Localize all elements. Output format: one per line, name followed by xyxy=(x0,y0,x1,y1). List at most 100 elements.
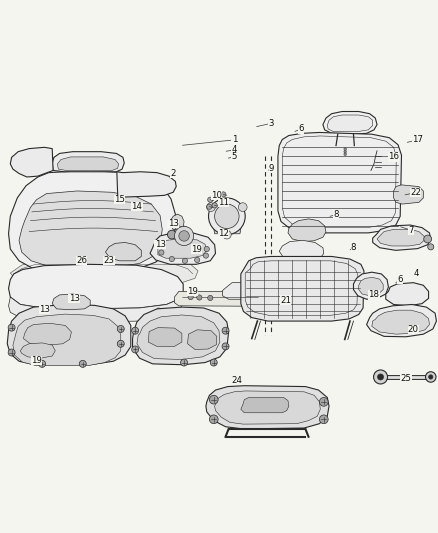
Circle shape xyxy=(214,193,219,198)
Text: 13: 13 xyxy=(155,240,166,249)
Polygon shape xyxy=(353,272,389,299)
Polygon shape xyxy=(215,391,320,424)
Polygon shape xyxy=(241,256,364,321)
Circle shape xyxy=(221,192,226,197)
Text: 23: 23 xyxy=(103,256,114,265)
Polygon shape xyxy=(206,386,329,429)
Circle shape xyxy=(223,230,231,239)
Text: 25: 25 xyxy=(400,374,411,383)
Polygon shape xyxy=(11,147,53,177)
Circle shape xyxy=(132,346,139,353)
Text: 14: 14 xyxy=(131,202,142,211)
Circle shape xyxy=(378,374,384,380)
Text: 8: 8 xyxy=(333,210,339,219)
Polygon shape xyxy=(241,398,289,413)
Polygon shape xyxy=(9,264,183,309)
Circle shape xyxy=(180,359,187,366)
Polygon shape xyxy=(13,314,121,366)
Polygon shape xyxy=(367,304,436,337)
Text: 6: 6 xyxy=(298,125,304,133)
Circle shape xyxy=(212,203,217,208)
Circle shape xyxy=(167,230,176,239)
Text: 19: 19 xyxy=(187,287,198,296)
Circle shape xyxy=(79,360,86,367)
Polygon shape xyxy=(19,191,162,267)
Text: 5: 5 xyxy=(232,152,237,161)
Circle shape xyxy=(209,395,218,404)
Text: 13: 13 xyxy=(168,219,179,228)
Polygon shape xyxy=(373,225,431,251)
Polygon shape xyxy=(279,240,324,262)
Polygon shape xyxy=(151,308,187,332)
Circle shape xyxy=(426,372,436,382)
Circle shape xyxy=(197,295,202,300)
Polygon shape xyxy=(214,225,241,234)
Text: 20: 20 xyxy=(408,325,419,334)
Text: 7: 7 xyxy=(408,226,414,235)
Text: 6: 6 xyxy=(397,275,403,284)
Polygon shape xyxy=(9,171,175,273)
Text: 13: 13 xyxy=(39,305,50,314)
Text: 4: 4 xyxy=(232,146,237,155)
Polygon shape xyxy=(9,293,183,322)
Text: 21: 21 xyxy=(280,296,291,305)
Text: 24: 24 xyxy=(232,376,243,384)
Polygon shape xyxy=(158,239,207,258)
Text: 10: 10 xyxy=(211,191,223,200)
Polygon shape xyxy=(278,133,402,233)
Polygon shape xyxy=(174,292,265,306)
Circle shape xyxy=(117,340,124,348)
Circle shape xyxy=(374,370,388,384)
Circle shape xyxy=(208,295,213,301)
Polygon shape xyxy=(150,233,215,264)
Polygon shape xyxy=(377,229,424,246)
Polygon shape xyxy=(323,111,377,134)
Polygon shape xyxy=(57,157,119,171)
Polygon shape xyxy=(106,243,141,261)
Text: 3: 3 xyxy=(268,119,274,128)
Polygon shape xyxy=(23,323,71,345)
Polygon shape xyxy=(288,219,326,241)
Polygon shape xyxy=(137,315,220,359)
Circle shape xyxy=(39,360,46,367)
Text: 8: 8 xyxy=(351,243,356,252)
Text: 9: 9 xyxy=(268,164,274,173)
Circle shape xyxy=(427,244,434,250)
Circle shape xyxy=(344,153,346,156)
Polygon shape xyxy=(386,282,428,306)
Polygon shape xyxy=(20,343,55,358)
Circle shape xyxy=(208,197,213,203)
Polygon shape xyxy=(394,185,424,204)
Polygon shape xyxy=(11,260,198,282)
Circle shape xyxy=(8,349,15,356)
Text: 26: 26 xyxy=(76,256,87,265)
Text: 19: 19 xyxy=(31,356,42,365)
Polygon shape xyxy=(372,310,429,334)
Circle shape xyxy=(182,258,187,263)
Text: 12: 12 xyxy=(218,229,229,238)
Polygon shape xyxy=(52,294,90,310)
Polygon shape xyxy=(148,328,182,346)
Polygon shape xyxy=(359,277,383,296)
Circle shape xyxy=(424,235,431,243)
Circle shape xyxy=(8,324,15,331)
Circle shape xyxy=(208,198,245,235)
Circle shape xyxy=(428,375,433,379)
Circle shape xyxy=(179,231,189,241)
Polygon shape xyxy=(174,226,189,229)
Circle shape xyxy=(344,150,346,153)
Circle shape xyxy=(207,204,212,209)
Circle shape xyxy=(319,398,328,406)
Circle shape xyxy=(204,246,209,252)
Text: 17: 17 xyxy=(412,135,423,144)
Polygon shape xyxy=(117,172,176,197)
Circle shape xyxy=(203,253,208,258)
Polygon shape xyxy=(327,115,373,132)
Text: 19: 19 xyxy=(191,245,202,254)
Text: 15: 15 xyxy=(114,195,125,204)
Circle shape xyxy=(132,327,139,334)
Text: 16: 16 xyxy=(388,152,399,161)
Polygon shape xyxy=(7,304,131,365)
Text: 4: 4 xyxy=(413,269,419,278)
Circle shape xyxy=(207,203,215,212)
